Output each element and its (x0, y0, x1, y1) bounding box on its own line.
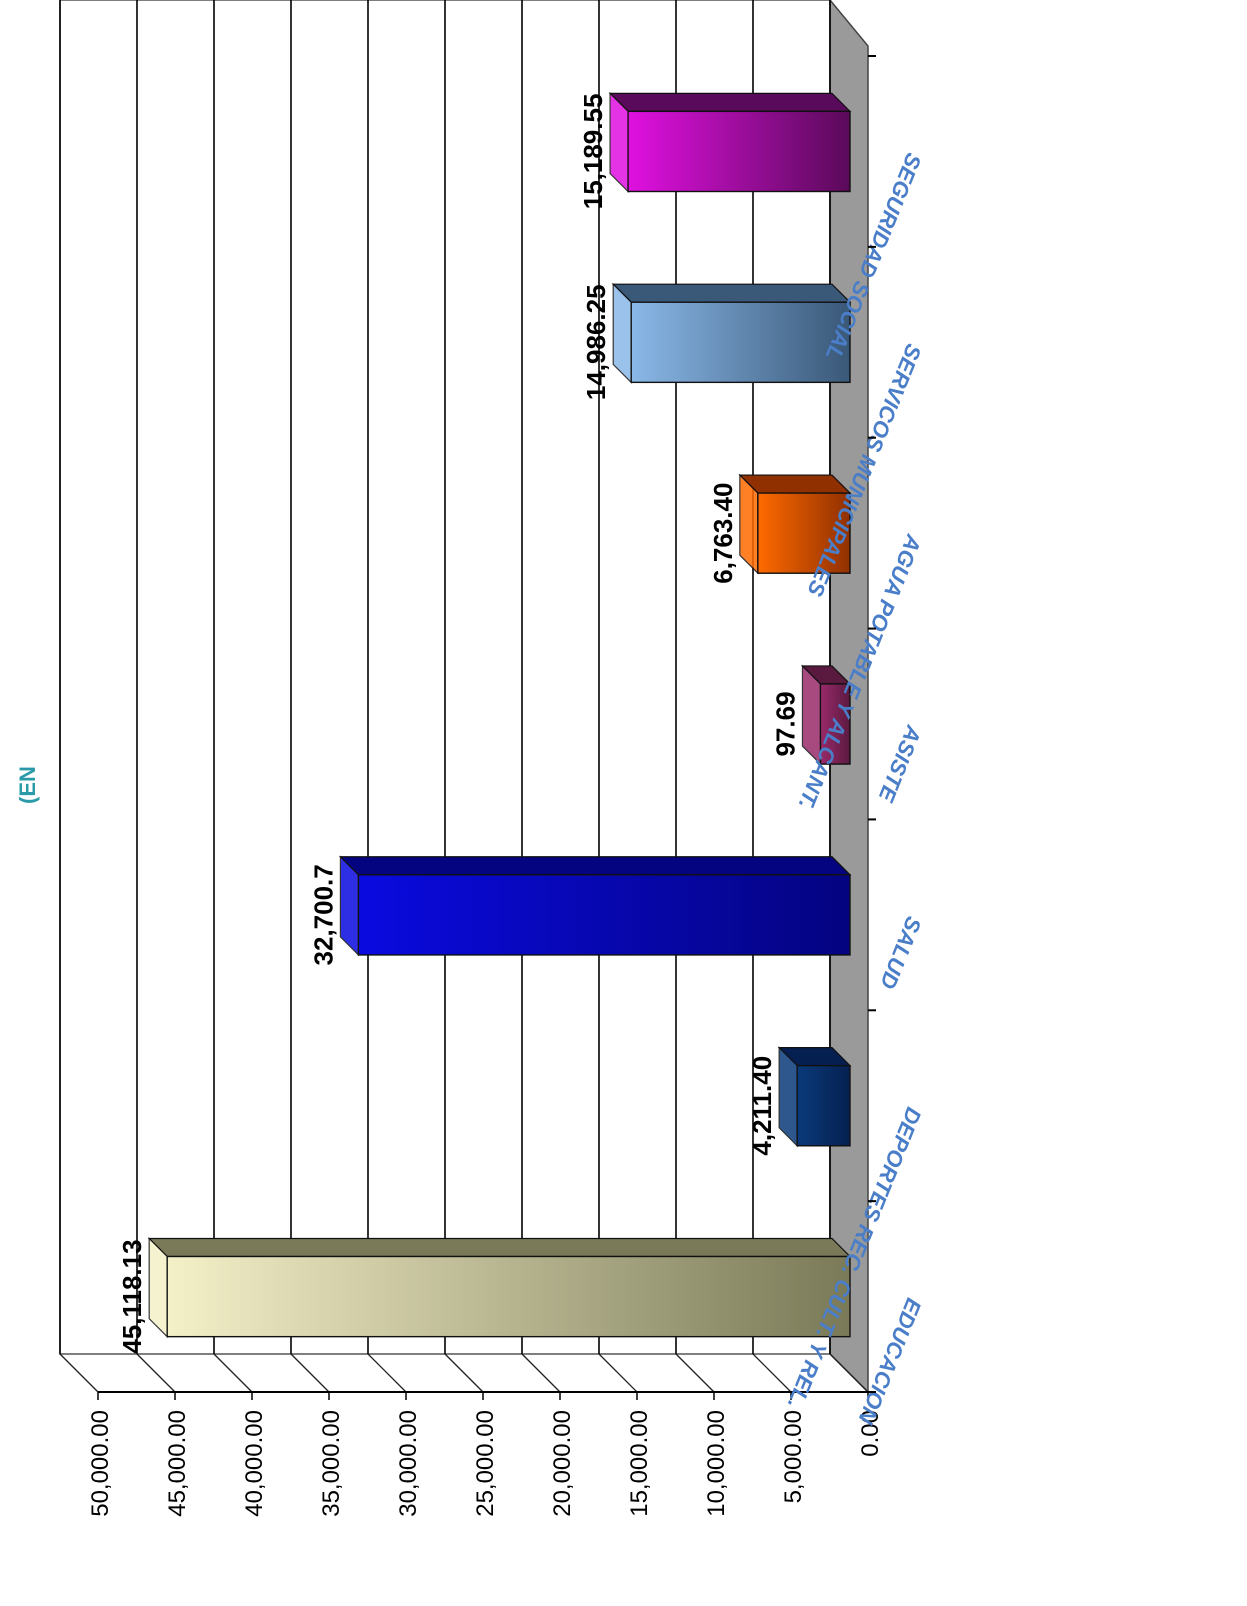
bar-side (338, 856, 852, 876)
data-label: 6,763.40 (708, 483, 738, 584)
tick-label: 10,000.00 (703, 1410, 730, 1517)
data-label: 14,986.25 (581, 284, 611, 400)
tick-label: 35,000.00 (318, 1410, 345, 1517)
gridline-depth (675, 1353, 715, 1393)
bar-cap (148, 1237, 168, 1339)
tick-label: 15,000.00 (626, 1410, 653, 1517)
data-label: 97.69 (770, 691, 800, 756)
bar-side (611, 283, 852, 303)
gridline-depth (367, 1353, 407, 1393)
bar-cap (609, 91, 629, 193)
tick-label: 5,000.00 (780, 1410, 807, 1503)
data-label: 45,118.13 (117, 1239, 147, 1353)
data-labels: 45,118.13 4,211.40 32,700.7 97.69 6,763.40 14… (117, 94, 800, 1354)
tick-label: 25,000.00 (472, 1410, 499, 1517)
bar (627, 110, 851, 193)
bar-side (147, 1237, 852, 1258)
bar (357, 874, 851, 956)
gridline-depth (290, 1353, 330, 1393)
plot-frame (59, 0, 869, 1394)
bar-cap (339, 855, 360, 957)
data-label: 32,700.7 (308, 864, 338, 965)
bar-cap (612, 282, 632, 384)
tick-label: 20,000.00 (549, 1410, 576, 1517)
bar (796, 1064, 851, 1147)
data-label: 4,211.40 (747, 1056, 777, 1156)
tick-label: 50,000.00 (87, 1410, 114, 1517)
gridline-depth (136, 1353, 176, 1393)
category-label: ASISTE (873, 721, 927, 806)
bar (166, 1255, 851, 1338)
bar (757, 492, 851, 574)
gridline-depth (521, 1353, 561, 1393)
gridline-depth (59, 1353, 99, 1393)
tick-label: 45,000.00 (164, 1410, 191, 1517)
gridline-depth (752, 1353, 792, 1393)
gridline-depth (444, 1353, 484, 1393)
bars (147, 91, 852, 1339)
data-label: 15,189.55 (578, 94, 608, 210)
bar (819, 683, 851, 765)
tick-label: 30,000.00 (395, 1410, 422, 1517)
gridline-depth (213, 1353, 253, 1393)
tick-label: 40,000.00 (241, 1410, 268, 1517)
bar-side (738, 474, 852, 494)
bar-cap (778, 1046, 798, 1148)
bar-cap (739, 473, 759, 575)
category-label: SALUD (875, 913, 927, 993)
value-axis: 0.00 5,000.00 10,000.00 15,000.00 20,000.00 2… (87, 1391, 884, 1517)
gridline-depth (598, 1353, 638, 1393)
bar-side (608, 92, 852, 112)
gridline-depth (829, 1353, 869, 1393)
chart-title-fragment: (EN (8, 620, 48, 950)
tick-label: 0.00 (857, 1410, 884, 1457)
title-fragment-text: (EN (14, 766, 40, 804)
bar (630, 301, 851, 384)
